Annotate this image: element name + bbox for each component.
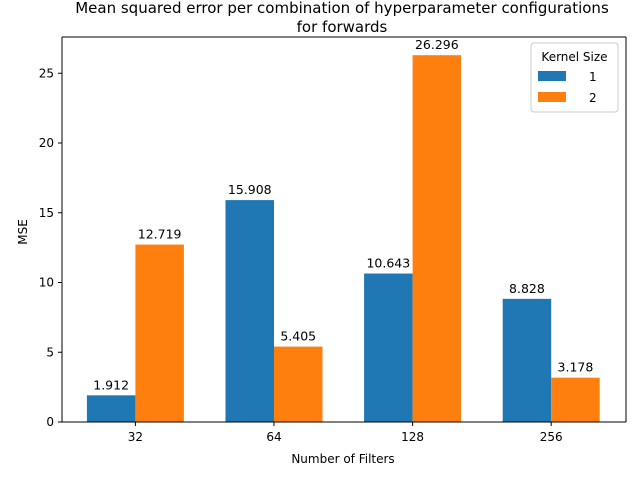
legend: Kernel Size 1 2 (530, 42, 619, 113)
y-tick-label-25: 25 (39, 66, 54, 80)
chart-title-line-2: for forwards (297, 18, 388, 36)
data-label-series-2-64: 5.405 (280, 329, 316, 344)
legend-swatch-series-1 (538, 71, 566, 81)
data-label-series-2-128: 26.296 (415, 37, 459, 52)
chart-title-line-1: Mean squared error per combination of hy… (75, 0, 609, 17)
x-axis-label: Number of Filters (291, 452, 394, 466)
data-label-series-1-128: 10.643 (366, 256, 410, 271)
x-tick-label-32: 32 (128, 430, 143, 444)
bar-series-2-32 (135, 244, 184, 422)
legend-title: Kernel Size (541, 50, 607, 64)
data-label-series-2-32: 12.719 (138, 227, 182, 242)
plot-area: 1.912 15.908 10.643 8.828 12.719 5.405 26.296 3… (39, 36, 627, 444)
legend-label-series-2: 2 (589, 91, 597, 105)
data-label-series-1-64: 15.908 (228, 182, 272, 197)
data-label-series-2-256: 3.178 (558, 360, 594, 375)
legend-swatch-series-2 (538, 92, 566, 102)
legend-label-series-1: 1 (589, 70, 597, 84)
bar-series-1-64 (225, 200, 274, 422)
data-label-series-1-256: 8.828 (509, 281, 545, 296)
y-tick-label-20: 20 (39, 136, 54, 150)
y-tick-label-10: 10 (39, 276, 54, 290)
bar-series-2-128 (412, 55, 462, 423)
data-label-series-1-32: 1.912 (93, 377, 129, 392)
bar-series-1-32 (86, 395, 136, 422)
bar-series-1-128 (364, 273, 413, 422)
y-tick-label-5: 5 (46, 345, 54, 359)
bar-series-1-256 (502, 298, 552, 422)
bar-series-2-64 (274, 346, 323, 422)
y-axis-label: MSE (16, 219, 30, 245)
y-tick-label-0: 0 (46, 415, 54, 429)
y-tick-label-15: 15 (39, 206, 54, 220)
x-tick-label-128: 128 (401, 430, 424, 444)
x-tick-label-256: 256 (540, 430, 563, 444)
bar-series-2-256 (551, 377, 600, 422)
x-tick-label-64: 64 (266, 430, 281, 444)
